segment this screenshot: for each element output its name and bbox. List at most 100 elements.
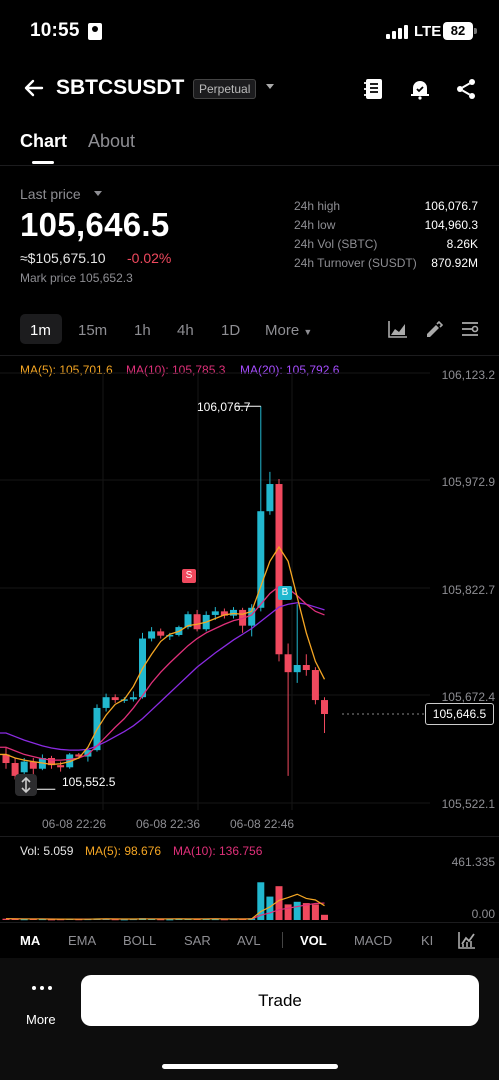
volume-bar	[120, 919, 128, 921]
tab-about[interactable]: About	[88, 131, 136, 151]
indicator-separator	[282, 932, 283, 948]
price-axis-label: 105,522.1	[441, 797, 495, 811]
buy-marker: B	[278, 586, 292, 600]
volume-bar	[293, 901, 301, 920]
ma20-line	[0, 602, 325, 751]
chart-settings-icon[interactable]	[460, 320, 480, 338]
timeframe-1d[interactable]: 1D	[221, 322, 241, 339]
mark-price-label: Mark price	[20, 271, 77, 285]
candle-body	[20, 761, 28, 773]
candle-body	[220, 611, 228, 616]
candle-body	[193, 614, 201, 630]
low-annotation: 105,552.5	[62, 775, 116, 789]
tab-chart[interactable]: Chart	[20, 131, 68, 151]
candle-body	[120, 699, 128, 701]
volume-bar	[275, 886, 283, 920]
indicator-macd[interactable]: MACD	[354, 933, 393, 948]
candle-body	[211, 611, 219, 615]
status-time: 10:55	[30, 20, 80, 41]
candle-body	[148, 631, 156, 639]
stat-label-volume: 24h Vol (SBTC)	[294, 237, 378, 251]
candle-body	[11, 763, 19, 776]
current-price-tag: 105,646.5	[425, 703, 494, 725]
battery-icon: 82	[443, 22, 477, 40]
volume-bar	[211, 919, 219, 921]
ma5-line	[0, 545, 326, 766]
timeframe-1m[interactable]: 1m	[30, 322, 51, 339]
volume-ma5-legend: MA(5): 98.676	[85, 844, 162, 858]
resize-handle-icon[interactable]	[15, 774, 37, 796]
timeframe-4h[interactable]: 4h	[177, 322, 194, 339]
time-axis-label: 06-08 22:26	[42, 817, 107, 831]
candle-body	[2, 754, 10, 764]
more-button-label[interactable]: More	[26, 1012, 56, 1027]
notebook-icon[interactable]	[362, 77, 386, 101]
stat-label-turnover: 24h Turnover (SUSDT)	[294, 256, 417, 270]
volume-bar	[38, 919, 46, 921]
candle-body	[266, 484, 274, 512]
symbol-title[interactable]: SBTCSUSDT	[56, 76, 185, 99]
candle-body	[29, 761, 37, 769]
network-type: LTE	[414, 23, 442, 40]
candle-body	[84, 750, 92, 757]
last-price-dropdown-icon[interactable]	[94, 191, 102, 196]
volume-axis-min: 0.00	[471, 907, 495, 921]
share-icon[interactable]	[454, 77, 478, 101]
symbol-dropdown-icon[interactable]	[266, 84, 274, 89]
last-price-label[interactable]: Last price	[20, 186, 81, 202]
candle-body	[311, 670, 319, 701]
timeframe-1h[interactable]: 1h	[134, 322, 151, 339]
candle-body	[257, 511, 265, 608]
candlestick-chart[interactable]	[0, 355, 499, 810]
volume-bar	[20, 919, 28, 921]
stat-label-high: 24h high	[294, 199, 341, 213]
indicator-kdj[interactable]: KI	[421, 933, 434, 948]
candle-body	[275, 484, 283, 655]
divider	[0, 836, 499, 837]
candle-body	[75, 754, 83, 757]
candle-body	[157, 631, 165, 636]
indicator-sar[interactable]: SAR	[184, 933, 211, 948]
trade-button[interactable]: Trade	[81, 975, 479, 1026]
candle-body	[57, 765, 65, 768]
indicator-ema[interactable]: EMA	[68, 933, 97, 948]
candle-body	[66, 754, 74, 768]
indicator-ma[interactable]: MA	[20, 933, 41, 948]
chart-type-icon[interactable]	[388, 320, 408, 338]
mark-price-value: 105,652.3	[79, 271, 133, 285]
volume-bar	[48, 919, 55, 921]
stat-label-low: 24h low	[294, 218, 336, 232]
ma10-line	[0, 585, 325, 761]
volume-bar	[266, 896, 274, 920]
divider	[0, 165, 499, 166]
timeframe-more[interactable]: More ▼	[265, 322, 313, 339]
price-alert-icon[interactable]	[408, 77, 432, 101]
volume-bar	[166, 919, 174, 921]
timeframe-15m[interactable]: 15m	[78, 322, 108, 339]
volume-ma5-line	[5, 893, 325, 920]
indicator-settings-icon[interactable]	[458, 931, 476, 949]
price-axis-label: 105,822.7	[441, 583, 495, 597]
candle-body	[230, 609, 237, 616]
timeframe-more-label: More	[265, 322, 300, 339]
volume-chart	[2, 882, 328, 921]
contact-card-icon	[88, 23, 102, 40]
drawing-tool-icon[interactable]	[424, 319, 444, 339]
indicator-avl[interactable]: AVL	[237, 933, 261, 948]
indicator-boll[interactable]: BOLL	[123, 933, 157, 948]
indicator-vol[interactable]: VOL	[300, 933, 327, 948]
volume-bar	[257, 882, 265, 920]
more-icon[interactable]	[32, 986, 54, 992]
volume-bar	[157, 919, 165, 921]
back-arrow-icon[interactable]	[22, 76, 46, 100]
cellular-signal-icon	[386, 25, 410, 39]
volume-axis-max: 461.335	[451, 855, 495, 869]
candle-body	[302, 665, 310, 671]
divider	[0, 355, 499, 356]
price-change-percent: -0.02%	[127, 250, 172, 266]
stat-value-volume: 8.26K	[446, 237, 478, 251]
candle-body	[239, 609, 247, 626]
contract-type-badge: Perpetual	[193, 79, 257, 99]
candle-body	[248, 607, 256, 626]
status-bar: 10:55 LTE 82	[0, 0, 499, 62]
